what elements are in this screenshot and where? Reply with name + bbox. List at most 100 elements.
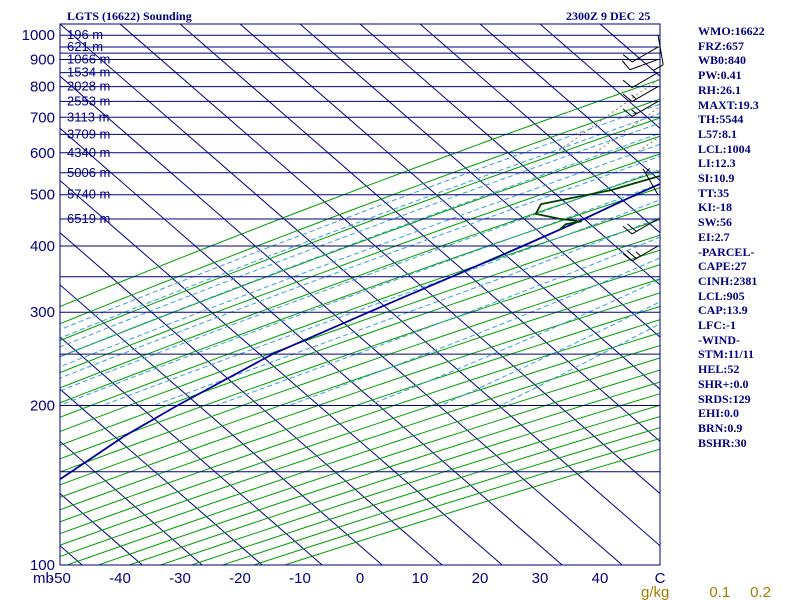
chart-datetime: 2300Z 9 DEC 25 xyxy=(566,9,650,23)
pressure-tick-label: 600 xyxy=(30,145,55,162)
pressure-unit-label: mb xyxy=(33,570,54,587)
height-label: 5740 m xyxy=(67,187,110,202)
height-label: 5006 m xyxy=(67,165,110,180)
dry-adiabat-line xyxy=(98,381,660,565)
height-label: 2028 m xyxy=(67,79,110,94)
temperature-tick-label: -20 xyxy=(229,570,251,587)
dry-adiabat-line xyxy=(60,79,660,308)
wind-barb xyxy=(621,58,659,71)
index-item: -WIND- xyxy=(698,332,740,347)
isotherm-line xyxy=(60,284,383,565)
moist-adiabat-line xyxy=(60,112,660,339)
height-label: 6519 m xyxy=(67,211,110,226)
isotherm-line xyxy=(179,24,660,443)
index-item: SW:56 xyxy=(698,215,733,230)
wind-barb-column xyxy=(621,35,664,262)
grid-layer xyxy=(0,24,800,565)
pressure-tick-label: 100 xyxy=(30,557,55,574)
pressure-tick-label: 900 xyxy=(30,51,55,68)
index-item: SI:10.9 xyxy=(698,171,735,186)
mixing-ratio-line xyxy=(774,24,800,153)
moist-adiabat-line xyxy=(102,199,660,406)
index-item: EHI:0.0 xyxy=(698,406,740,421)
height-label: 621 m xyxy=(67,39,103,54)
index-item: STM:11/11 xyxy=(698,347,755,362)
dry-adiabat-line xyxy=(60,305,660,511)
isotherm-line xyxy=(60,440,203,565)
temperature-tick-label: 0 xyxy=(356,570,364,587)
isotherm-line xyxy=(0,24,22,565)
isotherm-line xyxy=(359,24,660,286)
index-item: CAP:13.9 xyxy=(698,303,748,318)
dewpoint-profile-line xyxy=(534,175,660,231)
index-item: WB0:840 xyxy=(698,53,746,68)
pressure-tick-label: 200 xyxy=(30,398,55,415)
isotherm-line xyxy=(419,24,660,234)
index-item: CINH:2381 xyxy=(698,273,758,288)
dry-adiabat-line xyxy=(60,135,660,358)
isotherm-line xyxy=(60,24,660,547)
index-item: LFC:-1 xyxy=(698,318,736,333)
isotherm-line xyxy=(119,24,660,495)
temperature-tick-label: 40 xyxy=(592,570,609,587)
index-item: PW:0.41 xyxy=(698,68,742,83)
index-item: LI:12.3 xyxy=(698,156,736,171)
wind-barb xyxy=(622,86,659,102)
index-item: KI:-18 xyxy=(698,200,732,215)
wind-barb xyxy=(622,218,659,235)
chart-title: LGTS (16622) Sounding xyxy=(67,9,192,23)
dry-adiabat-line xyxy=(60,264,660,473)
moist-adiabat-line xyxy=(215,236,660,406)
wind-barb xyxy=(622,245,659,262)
height-label: 2553 m xyxy=(67,93,110,108)
temperature-tick-label: -40 xyxy=(109,570,131,587)
temperature-tick-label: -50 xyxy=(49,570,71,587)
isotherm-line xyxy=(539,24,660,130)
dry-adiabat-line xyxy=(60,187,660,404)
dry-adiabat-line xyxy=(60,278,660,486)
height-label: 4340 m xyxy=(67,145,110,160)
index-item: CAPE:27 xyxy=(698,259,747,274)
height-label: 1066 m xyxy=(67,51,110,66)
mixing-ratio-unit-label: g/kg xyxy=(641,584,669,600)
temperature-tick-label: 30 xyxy=(532,570,549,587)
index-item: SHR+:0.0 xyxy=(698,376,749,391)
dry-adiabat-line xyxy=(60,170,660,389)
index-item: MAXT:19.3 xyxy=(698,97,759,112)
dry-adiabat-line xyxy=(60,319,660,523)
temperature-profile-line xyxy=(60,182,660,481)
temperature-tick-label: C xyxy=(655,570,666,587)
dry-adiabat-line xyxy=(60,249,660,460)
index-item: RH:26.1 xyxy=(698,82,741,97)
index-item: LCL:905 xyxy=(698,288,745,303)
isotherm-line xyxy=(60,232,443,565)
index-item: TH:5544 xyxy=(698,112,744,127)
index-item: FRZ:657 xyxy=(698,38,744,53)
index-item: LCL:1004 xyxy=(698,141,751,156)
temperature-tick-label: -10 xyxy=(289,570,311,587)
index-item: BSHR:30 xyxy=(698,435,747,450)
isotherm-line xyxy=(60,127,563,565)
dry-adiabat-line xyxy=(60,344,660,546)
pressure-tick-label: 700 xyxy=(30,109,55,126)
mixing-ratio-line xyxy=(555,77,660,154)
pressure-tick-label: 300 xyxy=(30,304,55,321)
index-item: SRDS:129 xyxy=(698,391,751,406)
pressure-tick-label: 400 xyxy=(30,238,55,255)
mixing-ratio-label: 0.1 xyxy=(709,584,730,600)
index-item: HEL:52 xyxy=(698,362,740,377)
index-item: BRN:0.9 xyxy=(698,420,743,435)
index-item: EI:2.7 xyxy=(698,229,730,244)
wind-barb xyxy=(642,167,659,195)
index-item: L57:8.1 xyxy=(698,126,737,141)
wind-barb xyxy=(622,100,659,117)
height-label: 3709 m xyxy=(67,126,110,141)
height-label: 1534 m xyxy=(67,65,110,80)
moist-adiabat-line xyxy=(60,103,660,331)
height-label: 3113 m xyxy=(67,109,109,124)
dry-adiabat-line xyxy=(60,219,660,433)
pressure-tick-label: 500 xyxy=(30,187,55,204)
dry-adiabat-line xyxy=(60,357,660,558)
dry-adiabat-line xyxy=(60,153,660,374)
